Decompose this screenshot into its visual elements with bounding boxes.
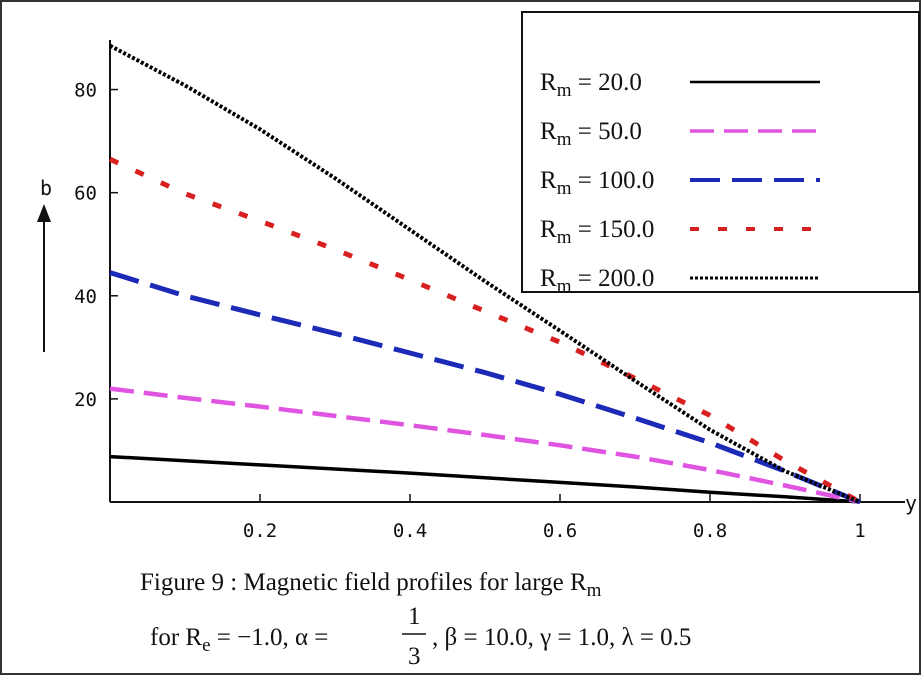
y-tick-label: 20 bbox=[74, 389, 97, 411]
y-axis-label: b bbox=[40, 176, 52, 200]
x-tick-label: 0.6 bbox=[543, 520, 577, 542]
y-tick-label: 40 bbox=[74, 286, 97, 308]
legend-label-5: Rm = 200.0 bbox=[540, 265, 654, 297]
caption-line-1: Figure 9 : Magnetic field profiles for l… bbox=[140, 569, 602, 601]
legend: Rm = 20.0 Rm = 50.0 Rm = 100.0 Rm = 150.0 Rm… bbox=[521, 11, 920, 297]
x-ticks: 0.2 0.4 0.6 0.8 1 bbox=[243, 494, 866, 542]
legend-label-4: Rm = 150.0 bbox=[540, 216, 654, 248]
series-line-3 bbox=[109, 270, 861, 505]
y-tick-label: 60 bbox=[74, 183, 97, 205]
caption-line-2-rest: , β = 10.0, γ = 1.0, λ = 0.5 bbox=[432, 624, 691, 651]
x-axis-label: y bbox=[905, 491, 917, 515]
x-tick-label: 0.4 bbox=[393, 520, 427, 542]
series-layer bbox=[108, 43, 862, 505]
y-tick-label: 80 bbox=[74, 80, 97, 102]
legend-label-3: Rm = 100.0 bbox=[540, 167, 654, 199]
series-line-1 bbox=[109, 454, 861, 504]
legend-box bbox=[521, 11, 920, 293]
legend-label-1: Rm = 20.0 bbox=[540, 69, 642, 101]
x-tick-label: 0.8 bbox=[693, 520, 727, 542]
series-line-2 bbox=[109, 386, 861, 505]
y-ticks: 20 40 60 80 bbox=[74, 80, 118, 411]
x-tick-label: 1 bbox=[854, 520, 865, 542]
caption-line-2: for Re = −1.0, α = bbox=[150, 624, 328, 656]
x-tick-label: 0.2 bbox=[243, 520, 277, 542]
y-axis-arrow-head bbox=[37, 204, 51, 222]
caption-fraction-numerator: 1 bbox=[408, 603, 421, 630]
legend-label-2: Rm = 50.0 bbox=[540, 118, 642, 150]
series-line-5 bbox=[109, 43, 861, 504]
caption-fraction-denominator: 3 bbox=[408, 643, 421, 670]
caption: Figure 9 : Magnetic field profiles for l… bbox=[140, 569, 691, 670]
